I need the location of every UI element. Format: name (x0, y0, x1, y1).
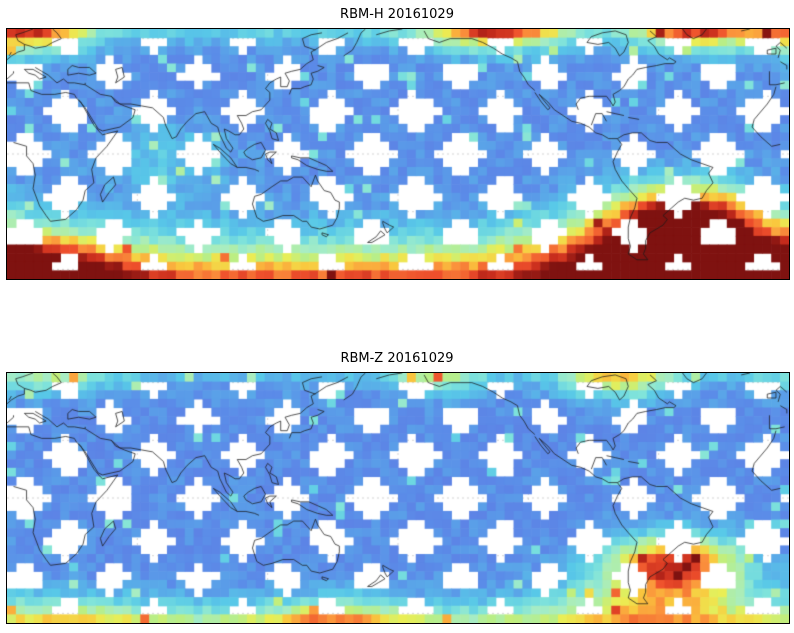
chart-title-rbm-z: RBM-Z 20161029 (340, 351, 454, 366)
map-canvas-rbm-h (6, 28, 790, 280)
chart-title-rbm-h: RBM-H 20161029 (340, 7, 454, 22)
map-canvas-rbm-z (6, 372, 790, 624)
